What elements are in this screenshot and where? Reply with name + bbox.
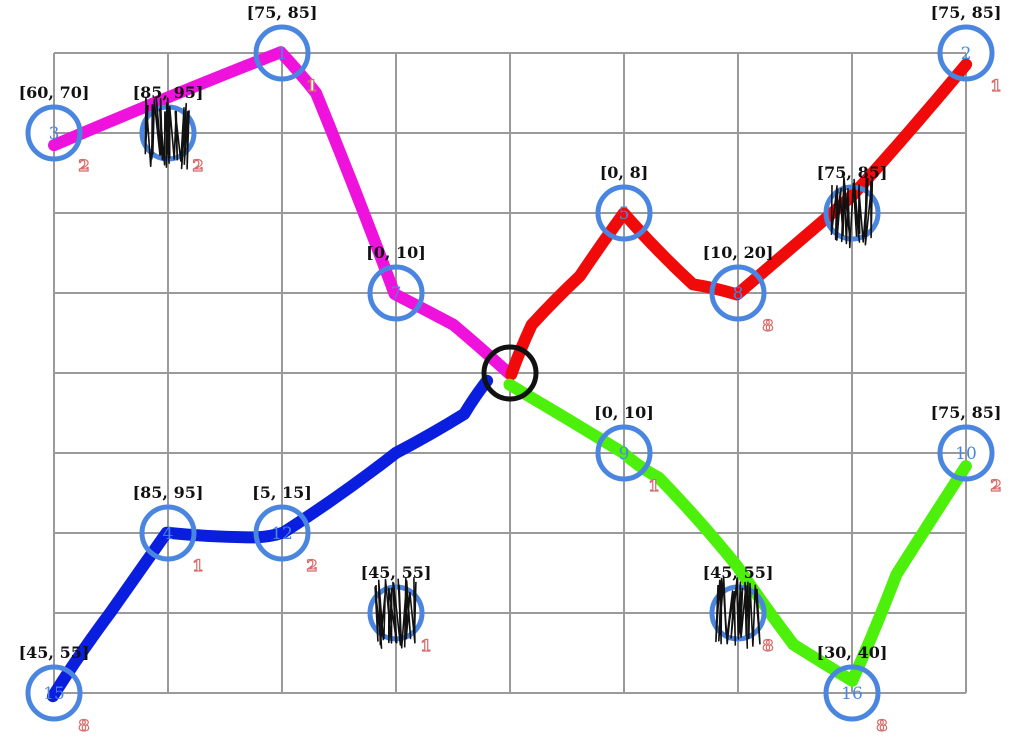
scribbles-layer — [144, 96, 874, 649]
node-cost-label: 1 — [420, 636, 431, 655]
node-range-label: [60, 70] — [19, 83, 90, 102]
node[interactable]: 5 [0, 8] — [595, 163, 653, 242]
node-cost-label: 8 — [762, 636, 773, 655]
node-number: 5 — [619, 204, 630, 224]
node[interactable]: 4 [85, 95] 1 — [133, 483, 205, 576]
node-number: 4 — [163, 524, 174, 544]
node-ring[interactable] — [367, 264, 425, 322]
node-cost-label: 8 — [762, 316, 773, 335]
node-cost-label: 2 — [990, 476, 1001, 495]
node-ring[interactable] — [253, 24, 311, 82]
node[interactable]: [75, 85] — [817, 163, 888, 242]
node[interactable]: [45, 55] 8 — [703, 563, 775, 656]
node-number: 7 — [391, 284, 402, 304]
center-node[interactable] — [481, 344, 539, 402]
node-range-label: [45, 55] — [361, 563, 432, 582]
node[interactable]: 9 [0, 10] 1 — [594, 403, 660, 496]
node-ring[interactable] — [823, 664, 881, 722]
node-ring[interactable] — [139, 504, 197, 562]
paths-layer — [46, 46, 973, 703]
node-range-label: [0, 8] — [600, 163, 649, 182]
node-ring[interactable] — [937, 24, 995, 82]
node[interactable]: 3 [60, 70] 2 — [19, 83, 91, 176]
node-cost-label: 1 — [990, 76, 1001, 95]
node[interactable]: 10 [75, 85] 2 — [931, 403, 1003, 496]
node-number: 9 — [619, 444, 630, 464]
node-number: 10 — [955, 444, 977, 464]
node[interactable]: 15 [45, 55] 8 — [19, 643, 91, 736]
node-cost-label: 8 — [876, 716, 887, 735]
node-number: 15 — [43, 684, 65, 704]
node-number: 16 — [841, 684, 863, 704]
node-number: 3 — [49, 124, 60, 144]
node-number: 8 — [733, 284, 744, 304]
node[interactable]: 7 [0, 10] — [366, 243, 426, 322]
node-range-label: [10, 20] — [703, 243, 774, 262]
node-cost-label: 2 — [306, 556, 317, 575]
scribble-mark — [715, 576, 761, 649]
node-ring[interactable] — [25, 104, 83, 162]
node-cost-label: 2 — [78, 156, 89, 175]
node-cost-label: 1 — [648, 476, 659, 495]
node-number: 2 — [961, 44, 972, 64]
node-ring[interactable] — [253, 504, 311, 562]
node-cost-label: 1 — [306, 76, 317, 95]
node-ring[interactable] — [595, 184, 653, 242]
node-cost-label: 1 — [192, 556, 203, 575]
node-range-label: [85, 95] — [133, 483, 204, 502]
node-number: 1 — [277, 44, 288, 64]
node[interactable]: 16 [30, 40] 8 — [817, 643, 889, 736]
node-range-label: [85, 95] — [133, 83, 204, 102]
node[interactable]: 1 [75, 85] 1 — [247, 3, 319, 96]
node-ring[interactable] — [709, 264, 767, 322]
node[interactable]: 8 [10, 20] 8 — [703, 243, 775, 336]
node-range-label: [75, 85] — [817, 163, 888, 182]
node-range-label: [45, 55] — [19, 643, 90, 662]
node-ring[interactable] — [937, 424, 995, 482]
nodes-layer: 1[75, 85]12[75, 85]13[60, 70]2[85, 95]25… — [19, 3, 1003, 736]
node-range-label: [75, 85] — [931, 3, 1002, 22]
node-range-label: [5, 15] — [252, 483, 312, 502]
scribble-mark — [830, 176, 874, 249]
node-range-label: [75, 85] — [247, 3, 318, 22]
node-cost-label: 2 — [192, 156, 203, 175]
node-ring[interactable] — [25, 664, 83, 722]
green-path — [503, 378, 972, 687]
scribble-mark — [374, 577, 417, 649]
node-range-label: [0, 10] — [366, 243, 426, 262]
node[interactable]: 2 [75, 85] 1 — [931, 3, 1003, 96]
scribble-mark — [144, 96, 190, 170]
node[interactable]: 12 [5, 15] 2 — [252, 483, 318, 576]
node-range-label: [0, 10] — [594, 403, 654, 422]
node-range-label: [45, 55] — [703, 563, 774, 582]
node-range-label: [30, 40] — [817, 643, 888, 662]
node-cost-label: 8 — [78, 716, 89, 735]
node-ring[interactable] — [595, 424, 653, 482]
blue-path — [46, 374, 494, 703]
magenta-path — [48, 46, 516, 380]
node-number: 12 — [271, 524, 293, 544]
node-ring[interactable] — [823, 184, 881, 242]
node-range-label: [75, 85] — [931, 403, 1002, 422]
